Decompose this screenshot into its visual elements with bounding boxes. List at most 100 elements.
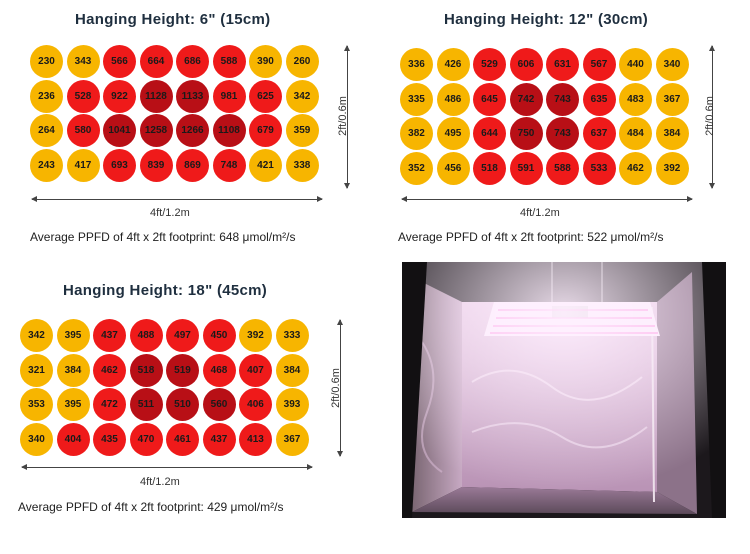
height-dimension-arrow (709, 45, 715, 189)
width-label: 4ft/1.2m (520, 207, 560, 219)
ppfd-cell: 742 (509, 82, 543, 116)
ppfd-cell: 645 (473, 82, 506, 116)
ppfd-cell: 588 (212, 45, 246, 78)
ppfd-cell: 333 (275, 319, 309, 352)
chart-title: Hanging Height: 12" (30cm) (444, 11, 649, 28)
ppfd-cell: 236 (30, 79, 63, 113)
ppfd-cell: 342 (20, 319, 53, 352)
ppfd-cell: 421 (249, 148, 282, 182)
ppfd-cell: 566 (103, 45, 136, 78)
height-dimension-arrow (344, 45, 350, 189)
grow-tent-photo (402, 262, 726, 518)
ppfd-cell: 352 (400, 151, 433, 185)
width-label: 4ft/1.2m (150, 207, 190, 219)
ppfd-cell: 664 (139, 45, 173, 78)
ppfd-cell: 404 (56, 422, 90, 456)
ppfd-cell: 560 (202, 388, 236, 421)
ppfd-cell: 528 (66, 79, 100, 113)
ppfd-cell: 395 (56, 319, 90, 352)
width-dimension-arrow (401, 196, 693, 202)
ppfd-cell: 472 (93, 388, 126, 421)
ppfd-cell: 450 (202, 319, 236, 352)
ppfd-cell: 1266 (176, 114, 209, 147)
ppfd-cell: 437 (93, 319, 126, 352)
height-label: 2ft/0.6m (329, 368, 342, 408)
ppfd-cell: 390 (249, 45, 282, 78)
ppfd-cell: 750 (509, 117, 543, 150)
ppfd-cell: 359 (285, 114, 319, 147)
ppfd-cell: 580 (66, 114, 100, 147)
ppfd-cell: 606 (509, 48, 543, 81)
width-dimension-arrow (21, 464, 313, 470)
ppfd-cell: 470 (129, 422, 163, 456)
ppfd-cell: 748 (212, 148, 246, 182)
ppfd-cell: 510 (166, 388, 199, 421)
height-label: 2ft/0.6m (336, 96, 349, 136)
ppfd-cell: 1041 (103, 114, 136, 147)
ppfd-cell: 435 (93, 422, 126, 456)
ppfd-cell: 321 (20, 353, 53, 387)
ppfd-cell: 462 (619, 151, 652, 185)
ppfd-cell: 382 (400, 117, 433, 150)
ppfd-cell: 340 (20, 422, 53, 456)
ppfd-cell: 484 (619, 117, 652, 150)
ppfd-cell: 336 (400, 48, 433, 81)
ppfd-cell: 392 (239, 319, 272, 352)
ppfd-cell: 839 (139, 148, 173, 182)
ppfd-cell: 343 (66, 45, 100, 78)
ppfd-cell: 591 (509, 151, 543, 185)
ppfd-cell: 635 (582, 82, 616, 116)
ppfd-cell: 462 (93, 353, 126, 387)
height-label: 2ft/0.6m (703, 96, 716, 136)
ppfd-cell: 353 (20, 388, 53, 421)
ppfd-cell: 417 (66, 148, 100, 182)
ppfd-cell: 693 (103, 148, 136, 182)
ppfd-cell: 243 (30, 148, 63, 182)
ppfd-cell: 395 (56, 388, 90, 421)
height-dimension-arrow (337, 319, 343, 457)
average-ppfd-text: Average PPFD of 4ft x 2ft footprint: 522… (398, 230, 664, 244)
ppfd-cell: 437 (202, 422, 236, 456)
ppfd-cell: 518 (129, 353, 163, 387)
ppfd-cell: 1133 (176, 79, 209, 113)
ppfd-cell: 461 (166, 422, 199, 456)
ppfd-cell: 335 (400, 82, 433, 116)
ppfd-cell: 511 (129, 388, 163, 421)
ppfd-cell: 488 (129, 319, 163, 352)
ppfd-cell: 679 (249, 114, 282, 147)
ppfd-cell: 392 (655, 151, 689, 185)
ppfd-cell: 367 (655, 82, 689, 116)
ppfd-cell: 367 (275, 422, 309, 456)
ppfd-cell: 340 (655, 48, 689, 81)
ppfd-cell: 260 (285, 45, 319, 78)
ppfd-cell: 264 (30, 114, 63, 147)
ppfd-cell: 384 (56, 353, 90, 387)
ppfd-cell: 644 (473, 117, 506, 150)
ppfd-cell: 497 (166, 319, 199, 352)
ppfd-cell: 533 (582, 151, 616, 185)
width-dimension-arrow (31, 196, 323, 202)
ppfd-cell: 407 (239, 353, 272, 387)
ppfd-cell: 413 (239, 422, 272, 456)
average-ppfd-text: Average PPFD of 4ft x 2ft footprint: 648… (30, 230, 296, 244)
ppfd-cell: 456 (436, 151, 470, 185)
ppfd-cell: 567 (582, 48, 616, 81)
ppfd-cell: 342 (285, 79, 319, 113)
ppfd-cell: 230 (30, 45, 63, 78)
ppfd-cell: 869 (176, 148, 209, 182)
ppfd-cell: 519 (166, 353, 199, 387)
ppfd-cell: 1258 (139, 114, 173, 147)
ppfd-cell: 518 (473, 151, 506, 185)
ppfd-cell: 1108 (212, 114, 246, 147)
ppfd-cell: 338 (285, 148, 319, 182)
ppfd-cell: 743 (546, 117, 579, 150)
ppfd-cell: 468 (202, 353, 236, 387)
ppfd-cell: 483 (619, 82, 652, 116)
ppfd-cell: 625 (249, 79, 282, 113)
ppfd-cell: 529 (473, 48, 506, 81)
ppfd-cell: 440 (619, 48, 652, 81)
ppfd-cell: 406 (239, 388, 272, 421)
ppfd-cell: 637 (582, 117, 616, 150)
ppfd-cell: 486 (436, 82, 470, 116)
ppfd-cell: 426 (436, 48, 470, 81)
